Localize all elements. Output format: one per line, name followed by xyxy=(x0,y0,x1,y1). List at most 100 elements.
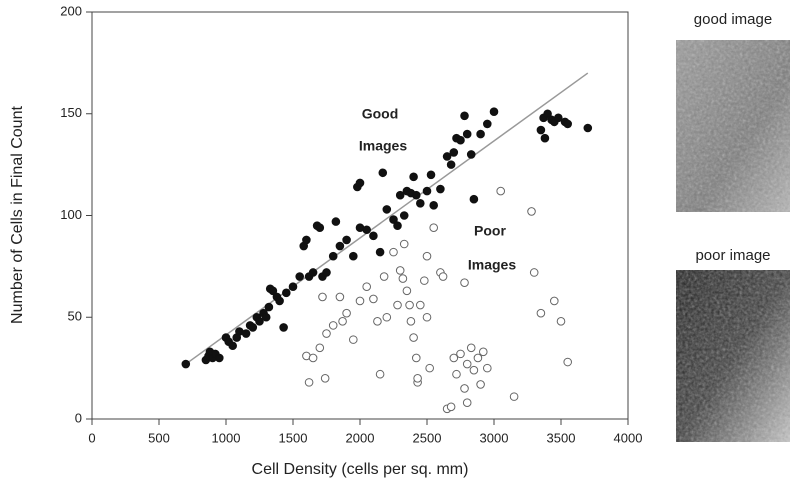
x-tick-label: 0 xyxy=(88,430,95,445)
y-tick-label: 200 xyxy=(60,3,82,18)
point xyxy=(295,272,305,281)
plot-frame xyxy=(91,11,629,420)
point xyxy=(268,286,278,296)
point xyxy=(466,343,476,353)
point xyxy=(241,329,251,338)
point xyxy=(308,353,318,363)
point xyxy=(342,308,351,318)
point xyxy=(462,359,472,369)
annotation: Images xyxy=(359,138,407,154)
point xyxy=(315,343,325,353)
x-tick-label: 3000 xyxy=(480,430,509,445)
point xyxy=(399,211,409,220)
point xyxy=(315,223,325,233)
annotation: Good xyxy=(362,106,399,122)
point xyxy=(405,300,414,310)
point xyxy=(335,241,345,251)
point xyxy=(355,178,365,188)
point xyxy=(422,312,432,322)
point xyxy=(320,374,330,383)
point xyxy=(452,369,461,379)
panel-label: good image xyxy=(694,11,772,28)
poor-image-texture xyxy=(676,270,790,442)
point xyxy=(328,321,338,330)
point xyxy=(536,308,546,318)
point xyxy=(496,186,506,196)
point xyxy=(362,282,372,292)
point xyxy=(543,109,552,119)
point xyxy=(483,363,492,373)
x-tick-label: 500 xyxy=(148,430,170,445)
point xyxy=(449,148,459,157)
point xyxy=(308,268,318,277)
point xyxy=(181,359,191,369)
point xyxy=(509,392,519,401)
point xyxy=(248,323,258,332)
point xyxy=(328,251,338,261)
x-tick-label: 2500 xyxy=(413,430,442,445)
x-tick-label: 3500 xyxy=(547,430,576,445)
point xyxy=(409,172,418,182)
point xyxy=(446,160,456,169)
point xyxy=(536,125,546,135)
point xyxy=(331,217,341,226)
point xyxy=(335,292,345,302)
point xyxy=(469,194,479,204)
point xyxy=(215,353,224,363)
point xyxy=(422,251,432,261)
point xyxy=(460,111,469,121)
point xyxy=(413,374,422,383)
point xyxy=(255,317,264,326)
point xyxy=(483,119,492,129)
point xyxy=(429,223,439,233)
point xyxy=(375,247,385,257)
y-tick-label: 150 xyxy=(60,105,82,120)
point xyxy=(279,323,288,332)
point xyxy=(411,353,421,363)
x-tick-label: 2000 xyxy=(346,430,375,445)
annotation: Images xyxy=(468,257,516,273)
x-tick-label: 4000 xyxy=(614,430,643,445)
point xyxy=(342,235,351,245)
point xyxy=(369,294,378,304)
point xyxy=(473,353,483,363)
point xyxy=(540,133,550,143)
point xyxy=(529,268,539,277)
point xyxy=(527,207,536,216)
point xyxy=(355,296,365,306)
x-tick-label: 1500 xyxy=(279,430,308,445)
point xyxy=(398,274,408,283)
point xyxy=(489,107,499,117)
point xyxy=(373,317,382,326)
point xyxy=(476,129,485,139)
point xyxy=(554,113,563,123)
point xyxy=(389,247,398,257)
point xyxy=(583,123,593,133)
point xyxy=(411,190,421,200)
point xyxy=(393,300,402,310)
point xyxy=(426,170,436,180)
point xyxy=(399,239,409,249)
point xyxy=(264,302,274,312)
point xyxy=(282,288,291,298)
point xyxy=(409,333,418,342)
point xyxy=(375,369,385,379)
point xyxy=(395,190,405,200)
point xyxy=(460,384,469,393)
point xyxy=(563,119,573,129)
point xyxy=(462,398,472,408)
y-tick-label: 0 xyxy=(75,410,82,425)
point xyxy=(425,363,434,373)
y-axis-label: Number of Cells in Final Count xyxy=(9,106,26,324)
point xyxy=(563,357,573,367)
y-tick-label: 100 xyxy=(60,207,82,222)
point xyxy=(395,266,405,275)
point xyxy=(456,349,465,359)
point xyxy=(322,329,331,338)
point xyxy=(446,402,456,412)
point xyxy=(460,278,469,287)
point xyxy=(436,184,445,194)
point xyxy=(378,168,388,178)
point xyxy=(349,251,358,261)
point xyxy=(369,231,378,241)
